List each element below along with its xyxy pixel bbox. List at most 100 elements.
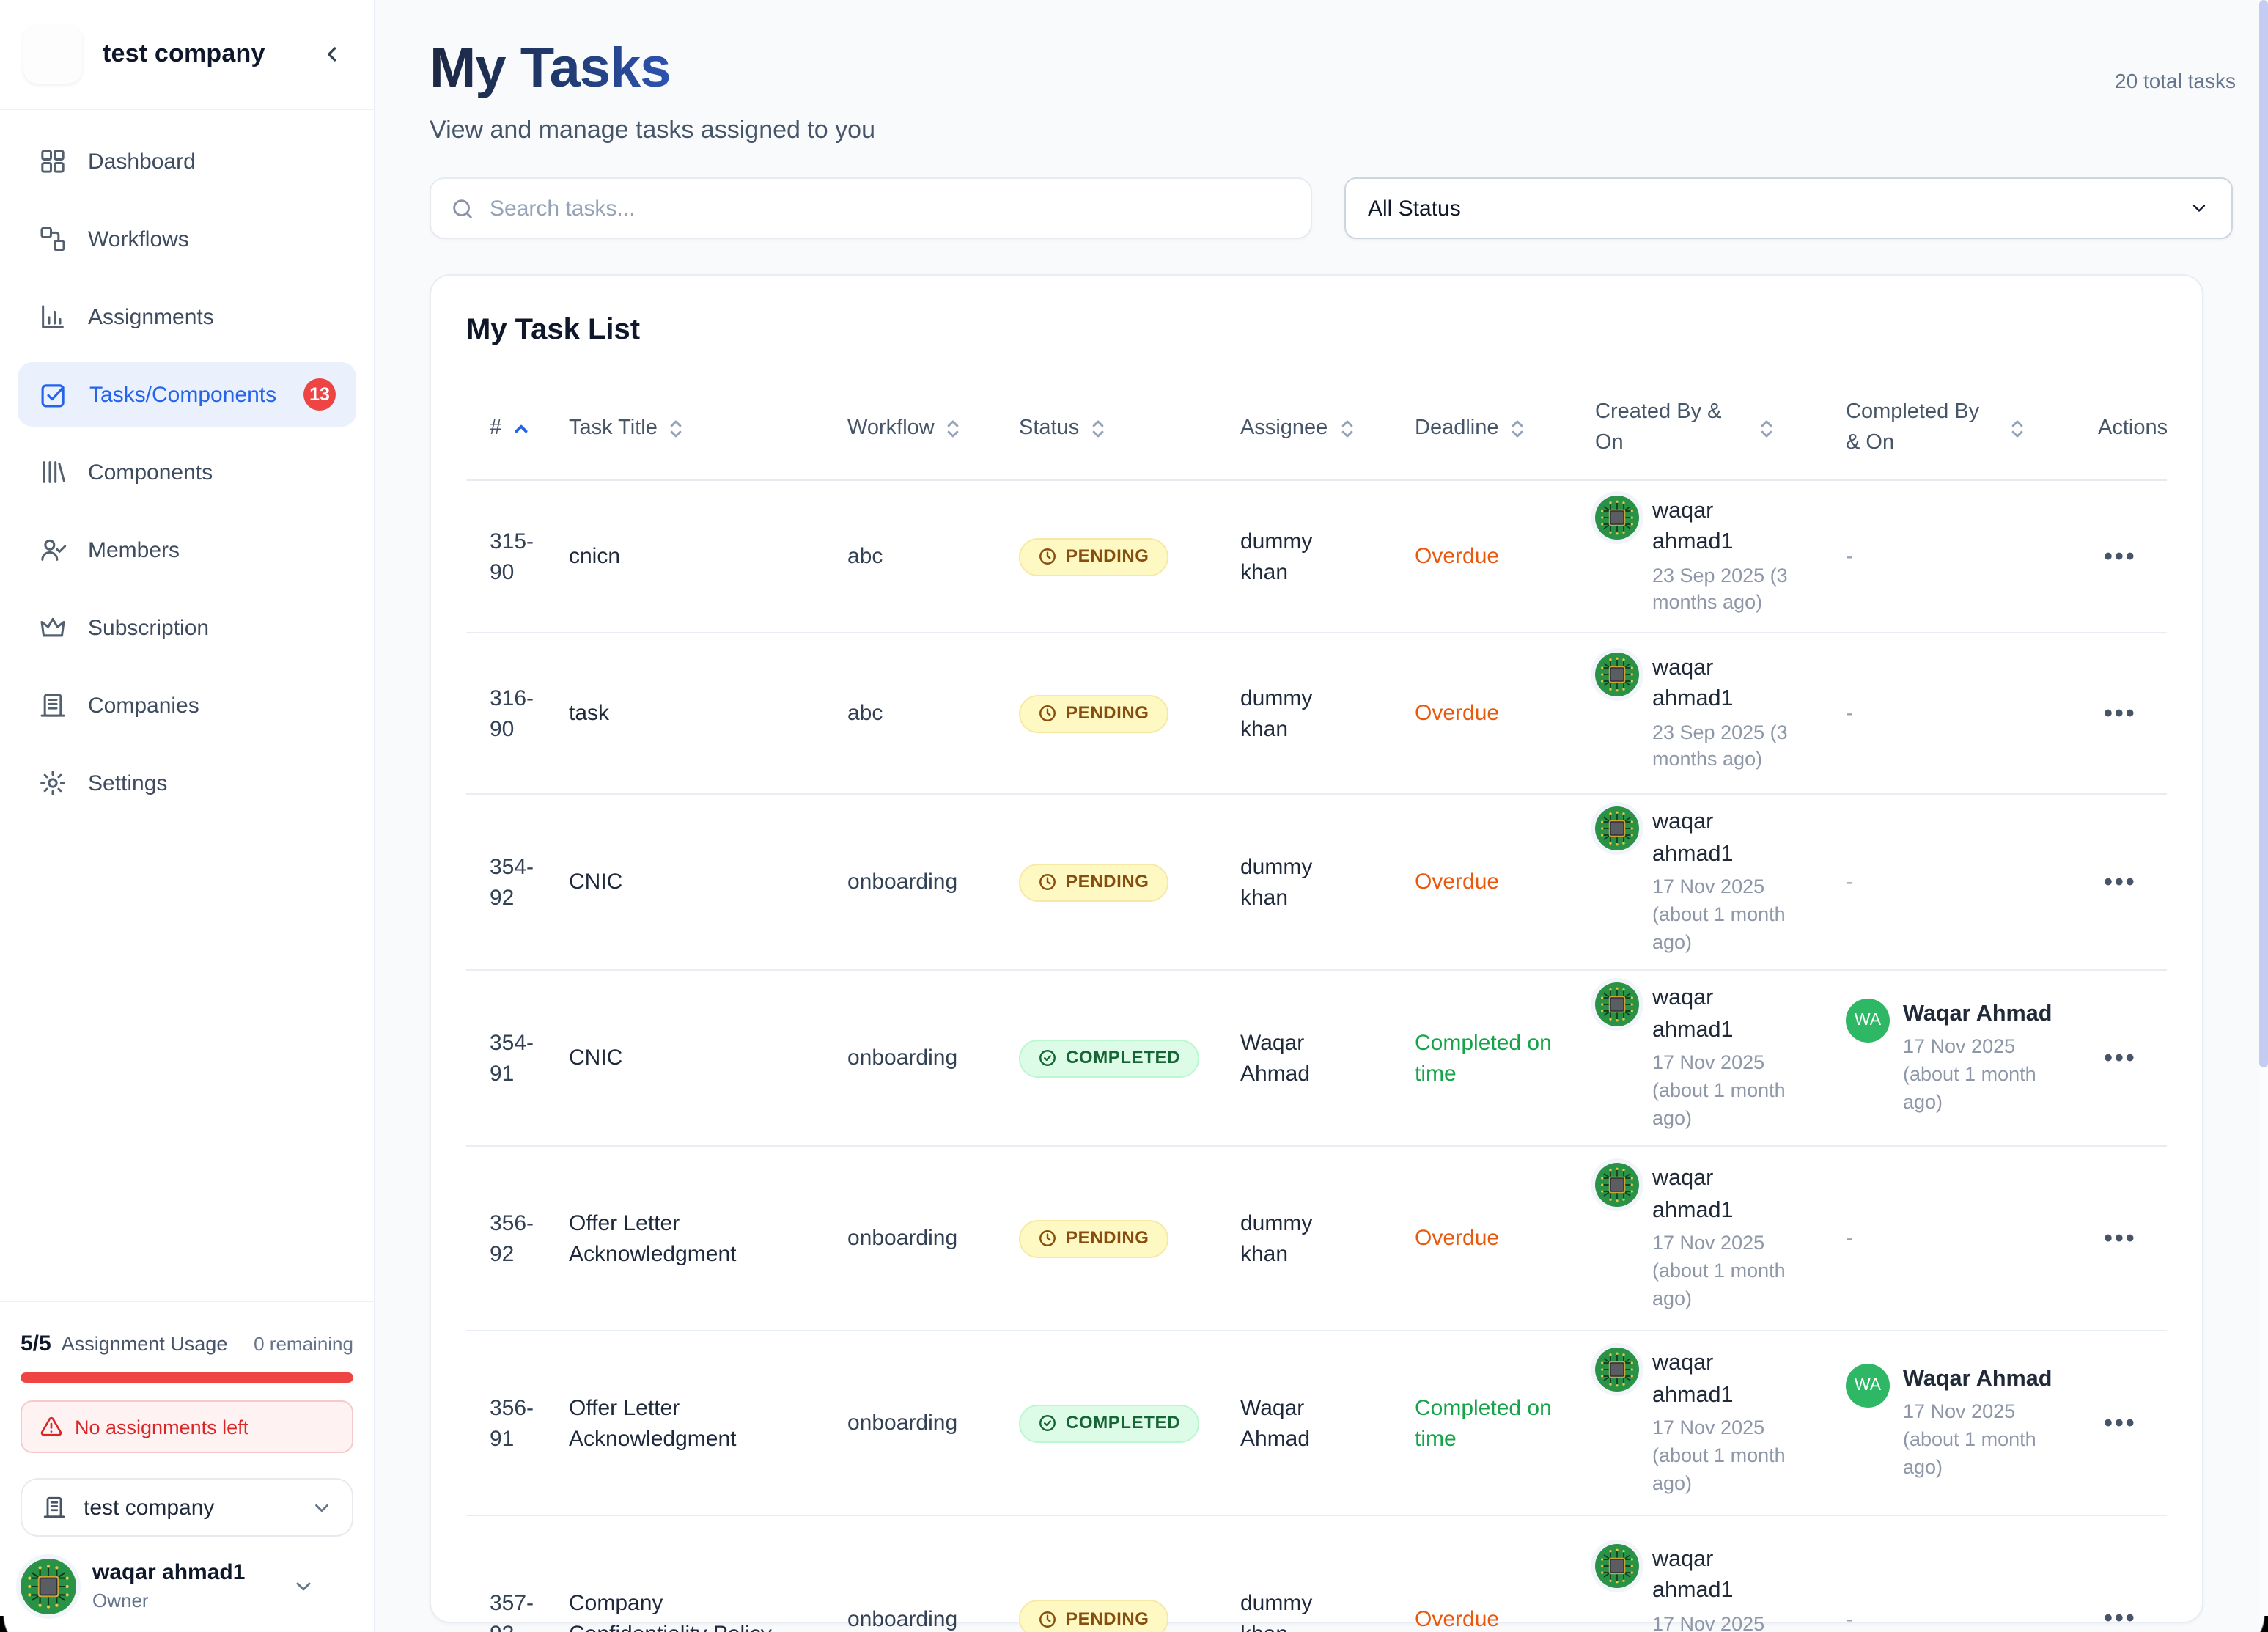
sidebar-item-subscription[interactable]: Subscription bbox=[18, 595, 356, 660]
usage-remaining: 0 remaining bbox=[254, 1333, 353, 1355]
user-menu[interactable]: waqar ahmad1 Owner bbox=[21, 1559, 353, 1614]
creator-avatar bbox=[1595, 495, 1639, 540]
task-deadline: Overdue bbox=[1415, 1606, 1500, 1632]
column-header-completed-by-on[interactable]: Completed By & On bbox=[1846, 383, 2098, 479]
sidebar-item-label: Dashboard bbox=[88, 149, 196, 174]
completer-name: Waqar Ahmad bbox=[1903, 1001, 2052, 1026]
status-filter-select[interactable]: All Status bbox=[1344, 177, 2233, 239]
sort-icon bbox=[668, 417, 685, 439]
check-circle-icon bbox=[1038, 1048, 1057, 1067]
company-selector[interactable]: test company bbox=[21, 1478, 353, 1537]
column-header--[interactable]: # bbox=[466, 383, 569, 479]
search-input[interactable] bbox=[490, 196, 1292, 221]
page-subtitle: View and manage tasks assigned to you bbox=[430, 116, 875, 144]
task-id: 357-92 bbox=[490, 1591, 534, 1632]
task-assignee: dummy khan bbox=[1240, 685, 1313, 742]
sort-icon bbox=[2009, 417, 2026, 439]
task-completed-by: - bbox=[1846, 867, 2098, 897]
sidebar-item-workflows[interactable]: Workflows bbox=[18, 207, 356, 271]
task-title: CNIC bbox=[569, 870, 623, 895]
created-date: 23 Sep 2025 (3 months ago) bbox=[1652, 564, 1788, 614]
task-title: Offer Letter Acknowledgment bbox=[569, 1395, 737, 1452]
components-icon bbox=[38, 457, 67, 487]
task-status: COMPLETED bbox=[1019, 1039, 1240, 1078]
alert-text: No assignments left bbox=[75, 1416, 249, 1438]
sort-asc-icon bbox=[512, 419, 531, 438]
scrollbar-thumb[interactable] bbox=[2259, 0, 2268, 1067]
sort-icon bbox=[1509, 417, 1527, 439]
user-avatar bbox=[21, 1559, 76, 1614]
sidebar-item-companies[interactable]: Companies bbox=[18, 673, 356, 738]
sidebar-item-settings[interactable]: Settings bbox=[18, 751, 356, 815]
usage-progress-fill bbox=[21, 1372, 353, 1383]
table-row: 357-92 Company Confidentiality Policy on… bbox=[466, 1516, 2167, 1632]
task-deadline: Overdue bbox=[1415, 701, 1500, 727]
column-header-status[interactable]: Status bbox=[1019, 383, 1240, 479]
sidebar-item-assignments[interactable]: Assignments bbox=[18, 284, 356, 349]
status-filter-value: All Status bbox=[1368, 196, 1461, 221]
table-header-row: # Task Title Workflow Status Assignee Deadlin… bbox=[466, 383, 2168, 482]
task-deadline: Overdue bbox=[1415, 544, 1500, 570]
sidebar-item-label: Workflows bbox=[88, 227, 189, 251]
task-status: PENDING bbox=[1019, 537, 1240, 576]
task-workflow: abc bbox=[847, 544, 883, 570]
table-row: 356-91 Offer Letter Acknowledgment onboa… bbox=[466, 1331, 2167, 1517]
task-created-by: waqar ahmad1 23 Sep 2025 (3 months ago) bbox=[1595, 652, 1846, 774]
task-workflow: onboarding bbox=[847, 1045, 958, 1071]
row-actions-button[interactable]: ••• bbox=[2098, 1034, 2143, 1081]
sidebar-item-label: Subscription bbox=[88, 615, 210, 640]
page-title: My Tasks bbox=[430, 38, 671, 100]
table-body: 315-90 cnicn abc PENDING dummy khan Over… bbox=[466, 481, 2167, 1632]
total-tasks-count: 20 total tasks bbox=[2115, 69, 2236, 92]
status-label: PENDING bbox=[1066, 871, 1149, 892]
row-actions-button[interactable]: ••• bbox=[2098, 1215, 2143, 1262]
row-actions-button[interactable]: ••• bbox=[2098, 1400, 2143, 1447]
task-id: 316-90 bbox=[490, 685, 534, 742]
task-deadline: Completed on time bbox=[1415, 1395, 1552, 1452]
completed-date: 17 Nov 2025 (about 1 month ago) bbox=[1903, 1400, 2036, 1479]
status-label: COMPLETED bbox=[1066, 1412, 1181, 1433]
column-label: Assignee bbox=[1240, 416, 1328, 439]
task-assignee: dummy khan bbox=[1240, 854, 1313, 911]
column-header-assignee[interactable]: Assignee bbox=[1240, 383, 1415, 479]
row-actions-button[interactable]: ••• bbox=[2098, 533, 2143, 580]
task-status: COMPLETED bbox=[1019, 1404, 1240, 1443]
column-header-workflow[interactable]: Workflow bbox=[847, 383, 1019, 479]
sidebar-item-members[interactable]: Members bbox=[18, 518, 356, 582]
column-header-deadline[interactable]: Deadline bbox=[1415, 383, 1595, 479]
company-name: test company bbox=[103, 40, 265, 67]
sort-icon bbox=[1338, 417, 1355, 439]
task-id: 315-90 bbox=[490, 529, 534, 585]
sidebar-item-tasks-components[interactable]: Tasks/Components 13 bbox=[18, 362, 356, 427]
column-label: # bbox=[490, 416, 502, 439]
created-date: 17 Nov 2025 (about 1 month ago) bbox=[1652, 875, 1786, 953]
sort-icon bbox=[1089, 417, 1107, 439]
tasks-count-badge: 13 bbox=[303, 378, 336, 411]
creator-name: waqar ahmad1 bbox=[1652, 655, 1734, 712]
task-created-by: waqar ahmad1 17 Nov 2025 (about 1 month … bbox=[1595, 1543, 1846, 1632]
sidebar-item-dashboard[interactable]: Dashboard bbox=[18, 129, 356, 194]
sidebar-collapse-button[interactable] bbox=[315, 37, 350, 72]
settings-icon bbox=[38, 768, 67, 798]
creator-name: waqar ahmad1 bbox=[1652, 1546, 1734, 1603]
tasks-icon bbox=[38, 379, 69, 410]
creator-name: waqar ahmad1 bbox=[1652, 809, 1734, 867]
column-header-created-by-on[interactable]: Created By & On bbox=[1595, 383, 1846, 479]
row-actions-button[interactable]: ••• bbox=[2098, 690, 2143, 737]
chevron-down-icon bbox=[311, 1496, 333, 1518]
task-title: CNIC bbox=[569, 1045, 623, 1071]
usage-label: Assignment Usage bbox=[61, 1333, 228, 1355]
task-completed-by: - bbox=[1846, 1603, 2098, 1632]
status-label: COMPLETED bbox=[1066, 1047, 1181, 1068]
task-title: Offer Letter Acknowledgment bbox=[569, 1210, 737, 1267]
clock-icon bbox=[1038, 704, 1057, 723]
created-date: 17 Nov 2025 (about 1 month ago) bbox=[1652, 1416, 1786, 1494]
table-row: 354-92 CNIC onboarding PENDING dummy kha… bbox=[466, 795, 2167, 971]
column-header-task-title[interactable]: Task Title bbox=[569, 383, 847, 479]
screen-corner-right bbox=[2230, 1616, 2268, 1632]
chevron-down-icon bbox=[292, 1575, 315, 1598]
row-actions-button[interactable]: ••• bbox=[2098, 859, 2143, 905]
row-actions-button[interactable]: ••• bbox=[2098, 1595, 2143, 1632]
sidebar-item-components[interactable]: Components bbox=[18, 440, 356, 504]
